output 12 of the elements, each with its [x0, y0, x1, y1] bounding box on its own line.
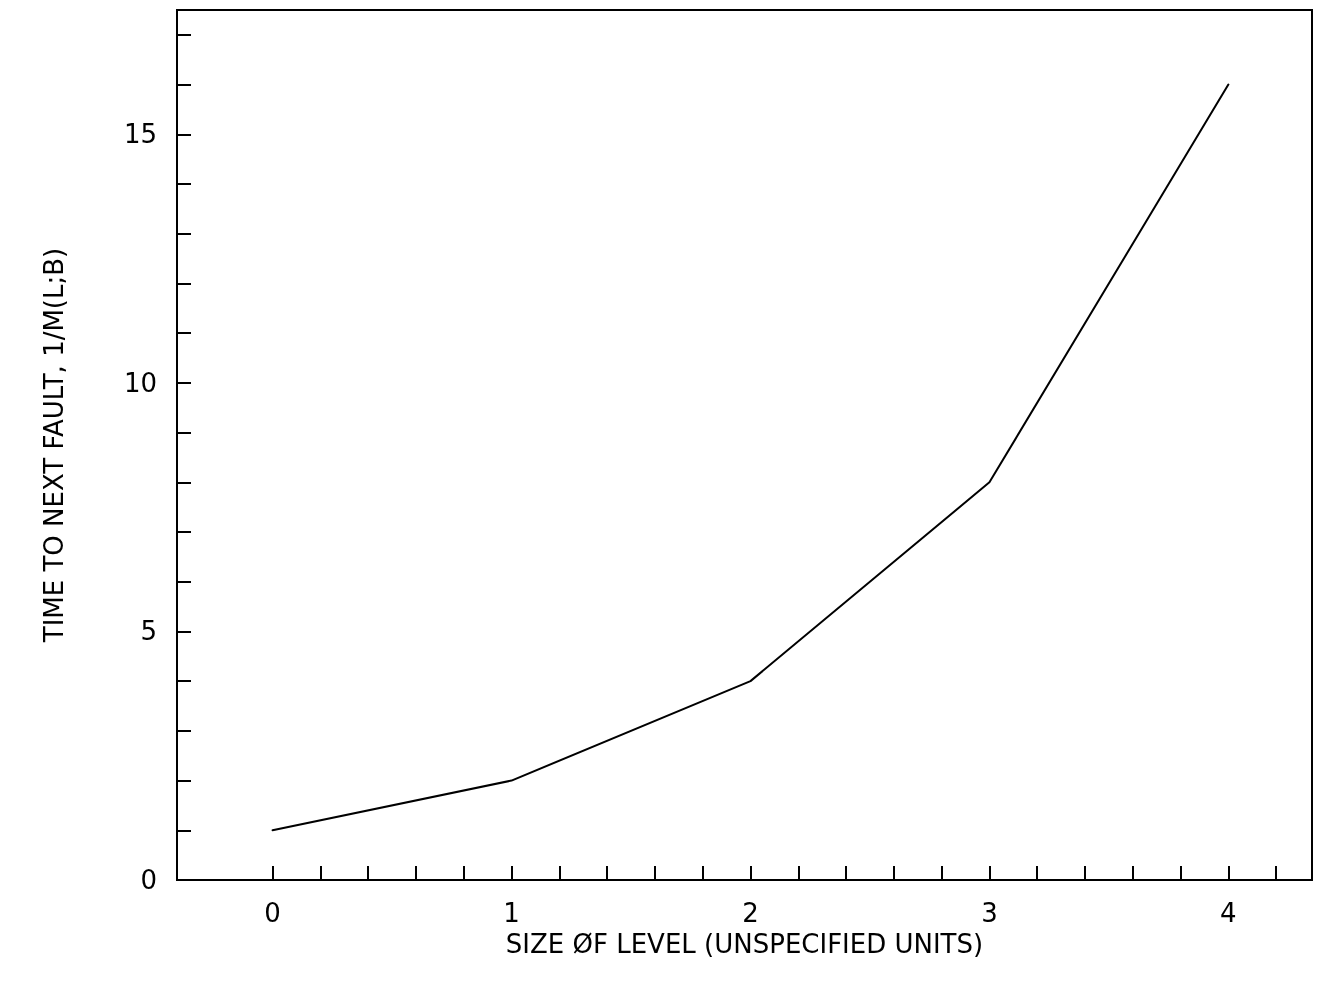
- y-tick-label: 0: [140, 865, 157, 895]
- x-tick-label: 4: [1220, 898, 1237, 928]
- y-tick-label: 15: [123, 119, 157, 150]
- line-series: [271, 83, 1230, 832]
- x-tick-label: 1: [503, 898, 520, 928]
- y-tick-label: 10: [123, 367, 157, 398]
- y-tick-label: 5: [140, 616, 157, 647]
- x-axis-title: SIZE ØF LEVEL (UNSPECIFIED UNITS): [505, 928, 984, 959]
- x-tick-label: 3: [981, 898, 998, 928]
- x-tick-label: 2: [742, 898, 759, 928]
- y-axis-title: TIME TO NEXT FAULT, 1/M(L;B): [39, 247, 69, 644]
- x-tick-label: 0: [264, 898, 281, 928]
